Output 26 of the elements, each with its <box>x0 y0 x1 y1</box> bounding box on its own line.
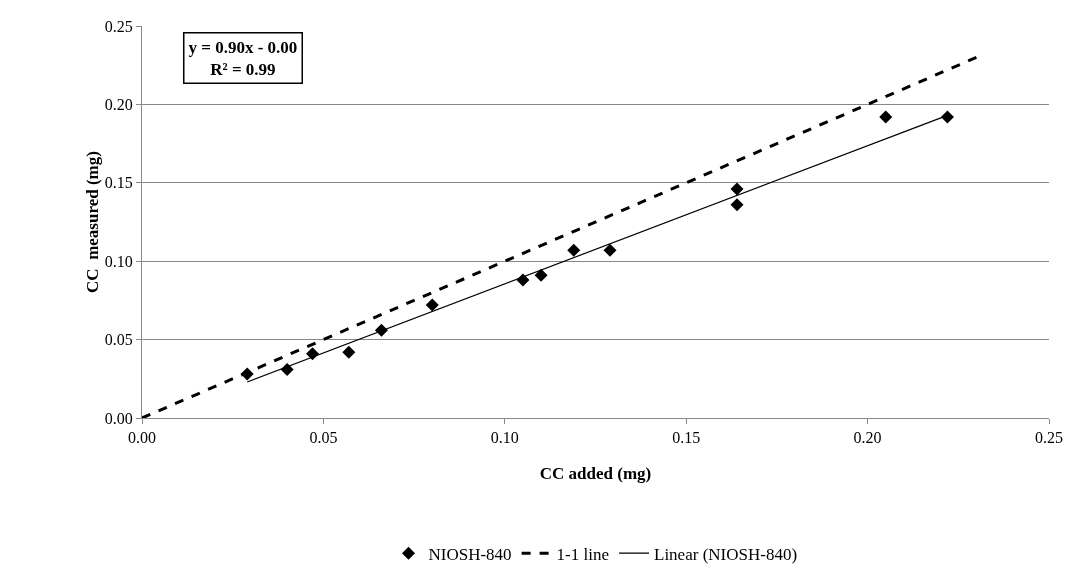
point <box>879 110 893 124</box>
point <box>730 198 744 212</box>
point <box>567 243 581 257</box>
point <box>342 345 356 359</box>
y-tick-label: 0.25 <box>104 17 133 35</box>
x-tick-label: 0.25 <box>1035 429 1063 447</box>
point <box>534 268 548 282</box>
legend-label: 1-1 line <box>556 544 610 564</box>
y-tick-label: 0.20 <box>104 96 133 113</box>
x-tick-label: 0.15 <box>672 429 701 447</box>
legend-label: Linear (NIOSH-840) <box>654 544 798 564</box>
point <box>730 182 744 196</box>
x-tick-label: 0.10 <box>490 429 519 447</box>
annotation: y = 0.90x - 0.00 R² = 0.99 <box>188 37 298 79</box>
point <box>603 243 617 257</box>
y-tick-label: 0.00 <box>104 409 133 427</box>
y-axis-title: CC measured (mg) <box>83 151 102 293</box>
x-tick-label: 0.20 <box>853 429 882 447</box>
x-tick-label: 0.05 <box>309 429 338 447</box>
x-axis-title: CC added (mg) <box>539 464 652 483</box>
x-tick-label: 0.00 <box>128 429 156 447</box>
y-tick-label: 0.15 <box>104 174 133 192</box>
y-tick-label: 0.05 <box>104 331 133 349</box>
legend-label: NIOSH-840 <box>428 544 512 564</box>
point <box>425 298 439 312</box>
y-tick-label: 0.10 <box>104 252 133 270</box>
